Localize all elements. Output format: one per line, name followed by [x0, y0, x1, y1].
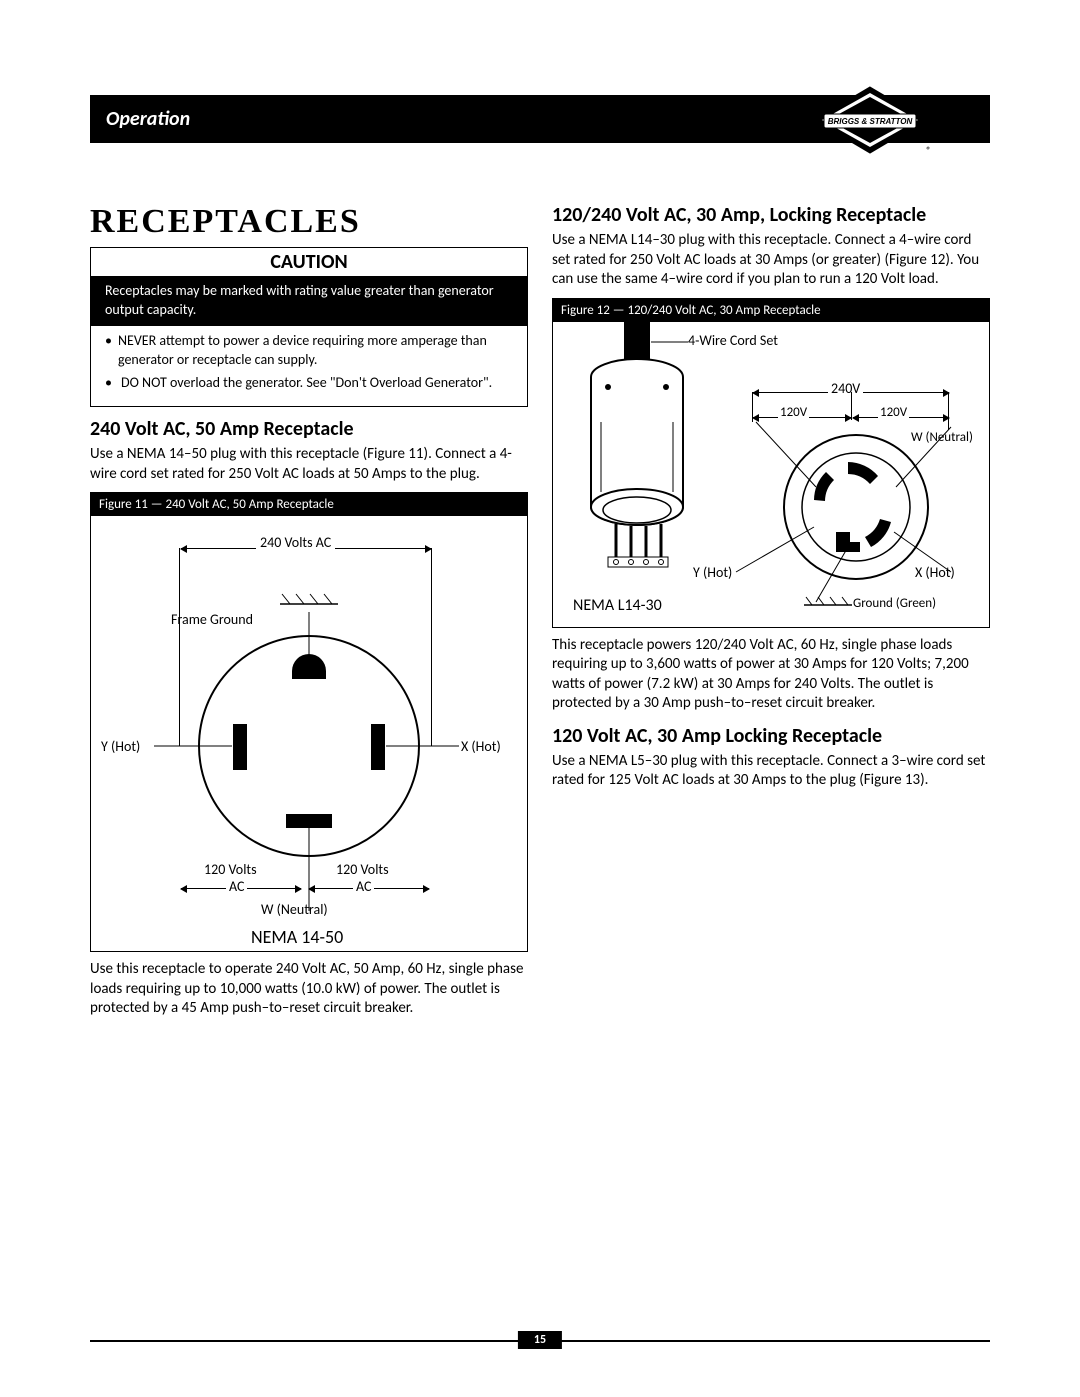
caution-bullet-2: DO NOT overload the generator. See "Don'…: [121, 374, 492, 393]
section-heading-120v30a: 120 Volt AC, 30 Amp Locking Receptacle: [552, 724, 990, 748]
header-bar: Operation BRIGGS & STRATTON ®: [90, 95, 990, 143]
figure-12-title: Figure 12 — 120/240 Volt AC, 30 Amp Rece…: [553, 299, 989, 322]
figure-11-title: Figure 11 — 240 Volt AC, 50 Amp Receptac…: [91, 493, 527, 516]
figure-11: Figure 11 — 240 Volt AC, 50 Amp Receptac…: [90, 492, 528, 952]
svg-text:BRIGGS & STRATTON: BRIGGS & STRATTON: [828, 117, 913, 126]
para-120240-desc: This receptacle powers 120/240 Volt AC, …: [552, 636, 990, 714]
page-title: RECEPTACLES: [90, 203, 528, 241]
right-column: 120/240 Volt AC, 30 Amp, Locking Recepta…: [552, 203, 990, 1027]
para-120240-intro: Use a NEMA L14–30 plug with this recepta…: [552, 231, 990, 290]
fig12-240v: 240V: [828, 380, 863, 397]
fig11-nema: NEMA 14-50: [251, 926, 343, 948]
fig11-120r: 120 Volts: [336, 861, 389, 878]
fig12-xhot: X (Hot): [915, 564, 955, 581]
fig12-120r: 120V: [878, 405, 909, 420]
section-heading-120240v30a: 120/240 Volt AC, 30 Amp, Locking Recepta…: [552, 203, 990, 227]
caution-bullet-1: NEVER attempt to power a device requirin…: [118, 332, 513, 370]
brand-logo: BRIGGS & STRATTON ®: [810, 85, 930, 155]
caution-box: CAUTION Receptacles may be marked with r…: [90, 247, 528, 407]
para-120v30a-intro: Use a NEMA L5–30 plug with this receptac…: [552, 752, 990, 791]
para-240v50a-intro: Use a NEMA 14–50 plug with this receptac…: [90, 445, 528, 484]
page-number: 15: [518, 1331, 562, 1349]
fig11-acr: AC: [353, 878, 374, 895]
svg-text:®: ®: [926, 145, 930, 155]
header-section-title: Operation: [106, 107, 190, 131]
content-columns: RECEPTACLES CAUTION Receptacles may be m…: [90, 203, 990, 1027]
caution-black-text: Receptacles may be marked with rating va…: [91, 276, 527, 326]
fig11-frame-ground: Frame Ground: [171, 611, 253, 628]
fig12-120l: 120V: [778, 405, 809, 420]
fig12-nema: NEMA L14-30: [573, 596, 662, 615]
fig12-yhot: Y (Hot): [693, 564, 732, 581]
fig11-acl: AC: [226, 878, 247, 895]
fig12-cord: 4-Wire Cord Set: [688, 332, 778, 349]
fig11-yhot: Y (Hot): [101, 738, 140, 755]
fig11-xhot: X (Hot): [461, 738, 501, 755]
fig12-wneutral: W (Neutral): [911, 430, 973, 445]
fig11-240v: 240 Volts AC: [256, 534, 335, 551]
section-heading-240v50a: 240 Volt AC, 50 Amp Receptacle: [90, 417, 528, 441]
left-column: RECEPTACLES CAUTION Receptacles may be m…: [90, 203, 528, 1027]
caution-bullets: •NEVER attempt to power a device requiri…: [91, 326, 527, 407]
fig11-120l: 120 Volts: [204, 861, 257, 878]
figure-12-diagram: [553, 322, 989, 627]
para-240v50a-desc: Use this receptacle to operate 240 Volt …: [90, 960, 528, 1019]
caution-heading: CAUTION: [91, 248, 527, 276]
figure-12: Figure 12 — 120/240 Volt AC, 30 Amp Rece…: [552, 298, 990, 628]
fig11-neutral: W (Neutral): [261, 901, 328, 918]
fig12-ground: Ground (Green): [853, 596, 936, 611]
